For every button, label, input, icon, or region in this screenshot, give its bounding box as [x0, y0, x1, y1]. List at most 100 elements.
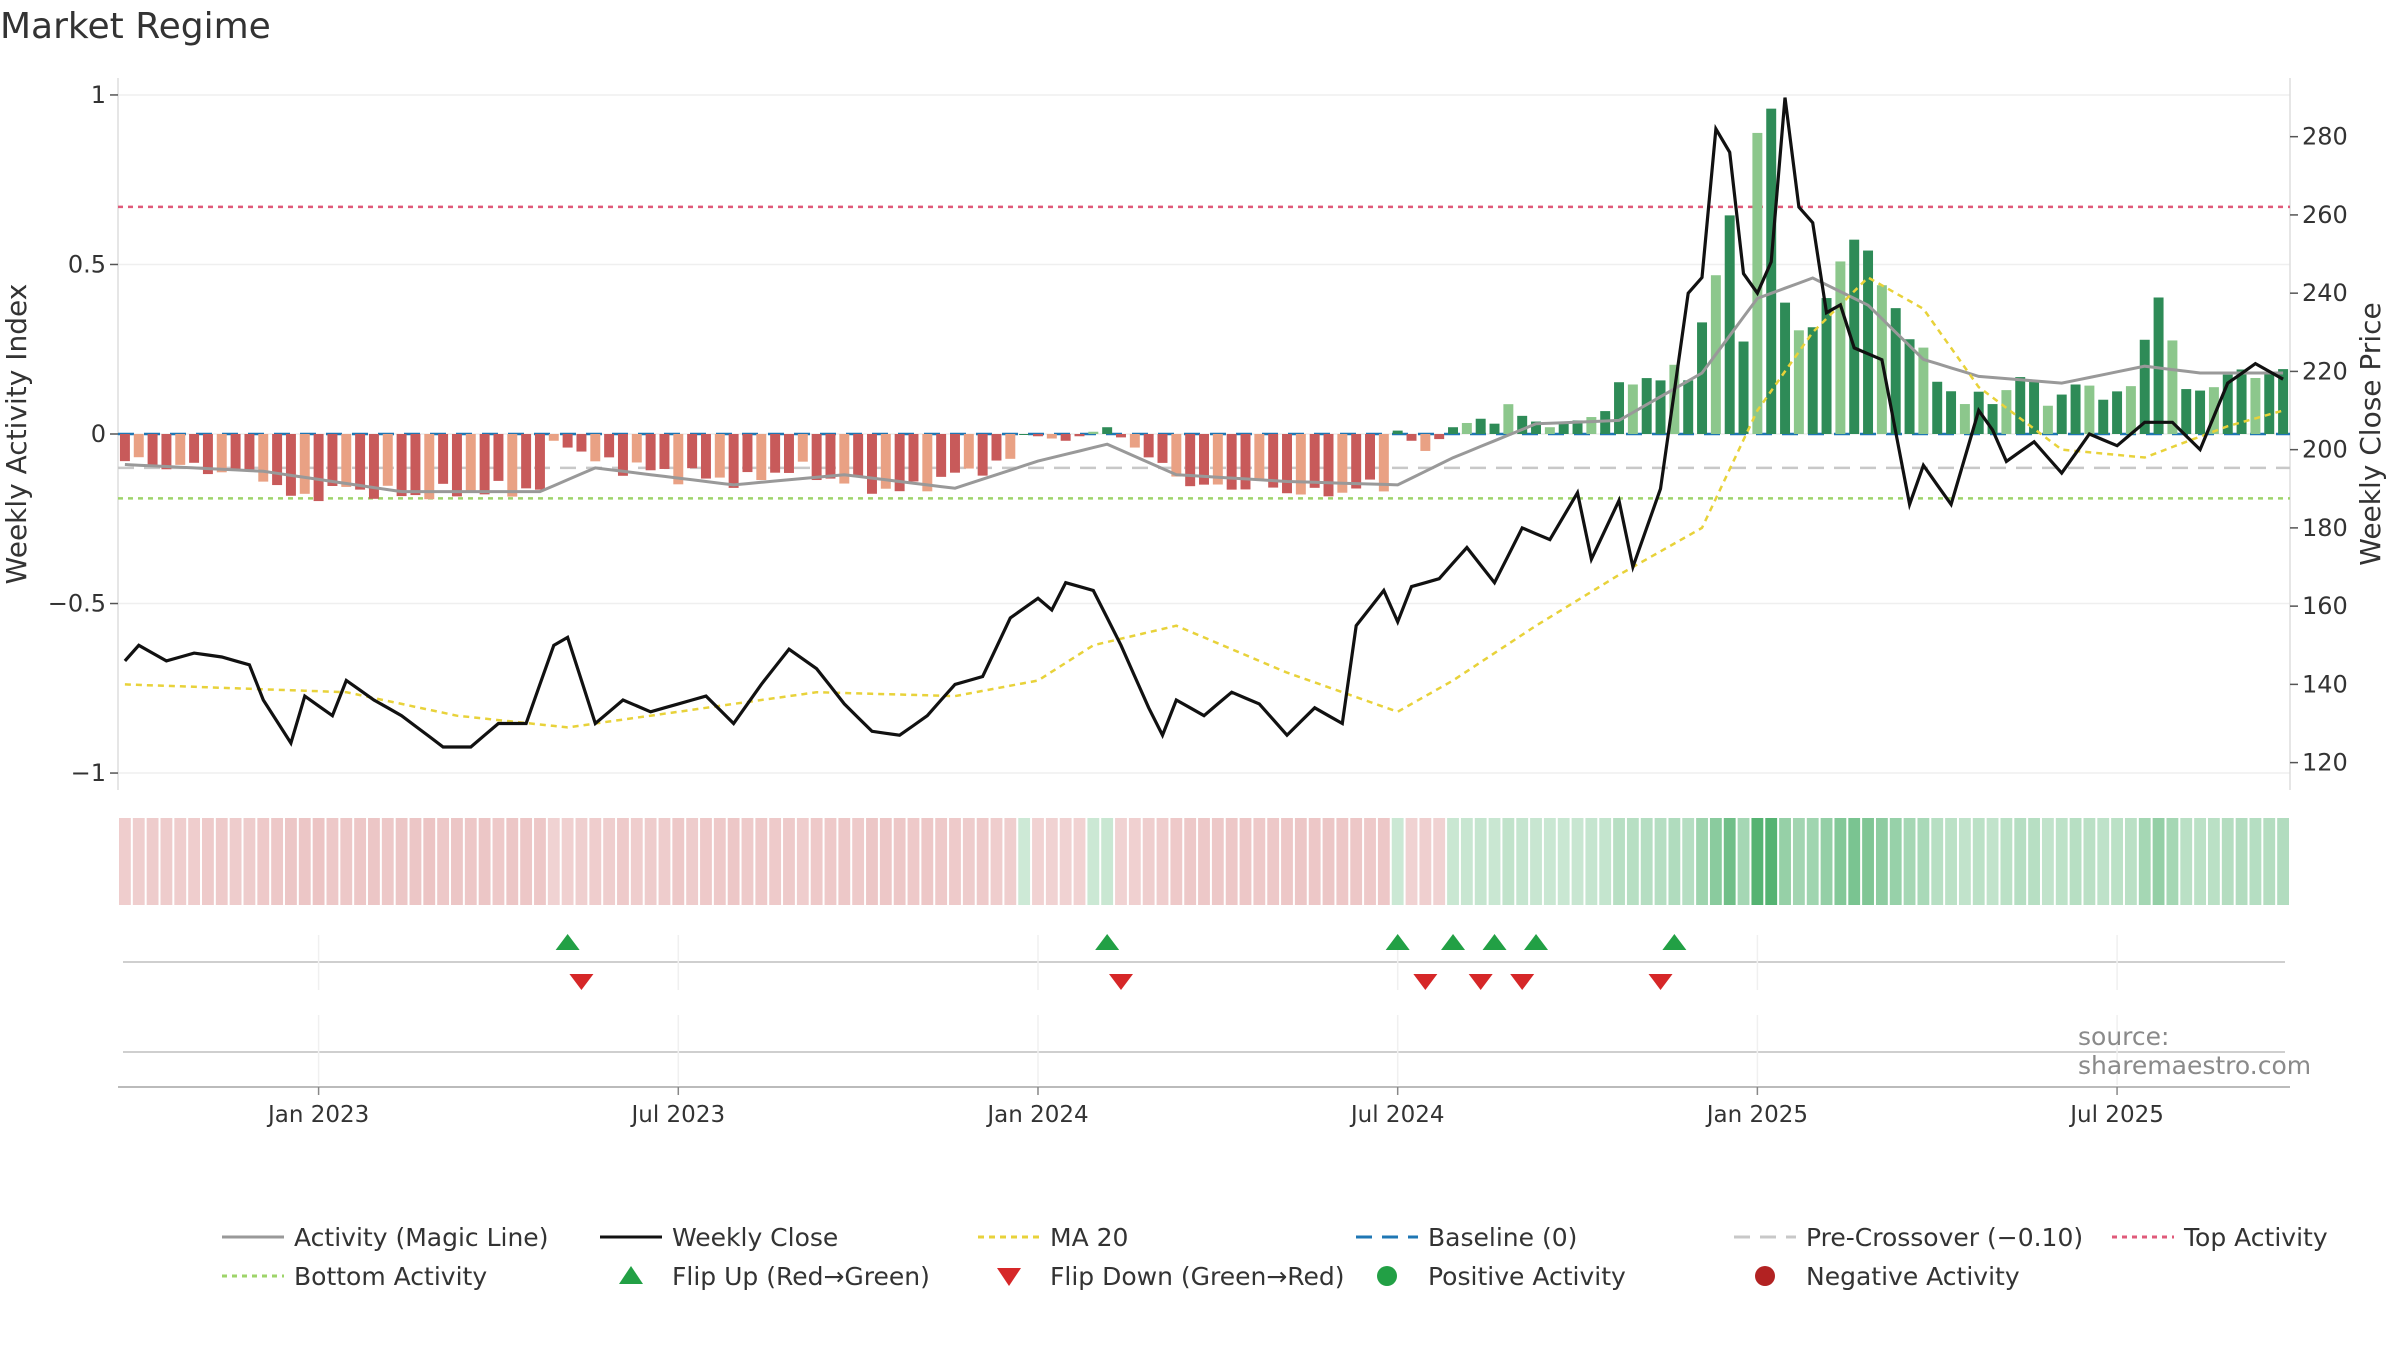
- legend-item: Pre-Crossover (−0.10): [1734, 1223, 2083, 1252]
- regime-cell: [2152, 818, 2165, 905]
- left-axis: 1 0.5 0 −0.5 −1 Weekly Activity Index: [0, 81, 118, 787]
- regime-cell: [672, 818, 685, 905]
- regime-cell: [1834, 818, 1847, 905]
- activity-bar: [1212, 434, 1223, 485]
- legend-item: Flip Down (Green→Red): [997, 1262, 1345, 1291]
- regime-cell: [1364, 818, 1376, 905]
- regime-cell: [603, 818, 616, 905]
- activity-bar: [936, 434, 947, 477]
- regime-cell: [921, 818, 934, 905]
- activity-bar: [1392, 430, 1403, 434]
- regime-cell: [630, 818, 643, 905]
- regime-cell: [852, 818, 865, 905]
- activity-bar: [617, 434, 628, 476]
- activity-bar: [1254, 434, 1265, 479]
- regime-cell: [506, 818, 519, 905]
- activity-bar: [2181, 389, 2192, 434]
- flip-up-marker: [1524, 934, 1549, 950]
- regime-cell: [907, 818, 920, 905]
- activity-bar: [1863, 250, 1874, 434]
- regime-cell: [1239, 818, 1252, 905]
- regime-cell: [132, 818, 145, 905]
- activity-bar: [700, 434, 711, 479]
- regime-cell: [1447, 818, 1459, 905]
- legend: Activity (Magic Line) Weekly Close MA 20 Ba…: [222, 1223, 2328, 1291]
- activity-bar: [1655, 380, 1666, 434]
- regime-cell: [1336, 818, 1349, 905]
- legend-label: Activity (Magic Line): [294, 1223, 548, 1252]
- regime-cell: [368, 818, 380, 905]
- regime-cell: [644, 818, 657, 905]
- activity-bar: [631, 434, 642, 463]
- activity-bar: [299, 434, 310, 494]
- activity-bar: [1738, 341, 1749, 434]
- regime-cell: [1073, 818, 1086, 905]
- activity-bar: [258, 434, 269, 482]
- right-axis: 120 140 160 180 200 220 240 260 280 Weekly Close …: [2290, 123, 2387, 777]
- activity-bar: [991, 434, 1002, 461]
- regime-cell: [1032, 818, 1044, 905]
- regime-cell: [561, 818, 574, 905]
- regime-cell: [2069, 818, 2082, 905]
- legend-flip-down-icon: [997, 1268, 1021, 1286]
- activity-bar: [1378, 434, 1389, 492]
- regime-cell: [409, 818, 422, 905]
- regime-cell: [935, 818, 948, 905]
- legend-label: Flip Up (Red→Green): [672, 1262, 930, 1291]
- regime-cell: [879, 818, 892, 905]
- activity-bar: [548, 434, 559, 441]
- activity-bar: [839, 434, 850, 484]
- activity-bar: [742, 434, 753, 473]
- regime-cell: [990, 818, 1003, 905]
- regime-cell: [2055, 818, 2068, 905]
- activity-bar: [1005, 434, 1016, 459]
- left-tick-label: 1: [91, 81, 106, 109]
- activity-bar: [2070, 384, 2081, 434]
- regime-cell: [1626, 818, 1639, 905]
- activity-bar: [272, 434, 283, 486]
- flip-down-marker: [1648, 974, 1673, 990]
- activity-bar: [1060, 434, 1071, 441]
- flip-markers: [123, 934, 2285, 990]
- activity-bar: [1226, 434, 1237, 490]
- regime-cell: [1668, 818, 1681, 905]
- regime-cell: [1405, 818, 1418, 905]
- activity-bar: [147, 434, 158, 466]
- legend-label: Top Activity: [2183, 1223, 2328, 1252]
- regime-cell: [229, 818, 242, 905]
- regime-cell: [1696, 818, 1708, 905]
- activity-bar: [1295, 434, 1306, 495]
- regime-cell: [1931, 818, 1944, 905]
- legend-item: Baseline (0): [1356, 1223, 1577, 1252]
- regime-cell: [1585, 818, 1598, 905]
- regime-cell: [534, 818, 546, 905]
- legend-item: Bottom Activity: [222, 1262, 487, 1291]
- activity-bar: [950, 434, 960, 473]
- regime-cell: [285, 818, 297, 905]
- regime-cell: [354, 818, 367, 905]
- regime-cell: [962, 818, 975, 905]
- activity-bar: [977, 434, 988, 476]
- regime-cell: [949, 818, 961, 905]
- regime-cell: [1543, 818, 1556, 905]
- activity-bar: [2153, 297, 2164, 434]
- x-tick-label: Jul 2025: [2068, 1102, 2164, 1128]
- legend-item: MA 20: [978, 1223, 1128, 1252]
- regime-cell: [1917, 818, 1930, 905]
- regime-cell: [326, 818, 339, 905]
- regime-cell: [1308, 818, 1321, 905]
- flip-down-marker: [1108, 974, 1133, 990]
- activity-bar: [216, 434, 227, 473]
- flip-down-marker: [569, 974, 594, 990]
- flip-up-marker: [1662, 934, 1687, 950]
- legend-label: Bottom Activity: [294, 1262, 487, 1291]
- x-tick-label: Jan 2023: [266, 1102, 369, 1128]
- regime-cell: [1184, 818, 1197, 905]
- regime-cell: [2194, 818, 2206, 905]
- activity-bar: [2084, 385, 2095, 434]
- regime-cell: [423, 818, 436, 905]
- legend-label: Baseline (0): [1428, 1223, 1577, 1252]
- activity-bar: [1987, 404, 1998, 434]
- regime-cell: [810, 818, 823, 905]
